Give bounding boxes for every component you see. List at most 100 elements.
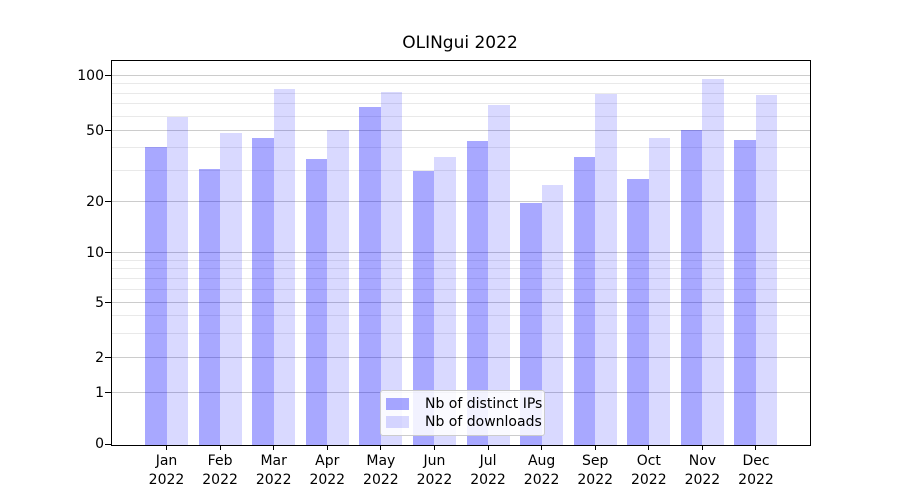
bar-downloads [220,133,242,445]
x-axis-tick-label: Jan 2022 [135,452,199,490]
x-axis-tick-label: Aug 2022 [510,452,574,490]
y-axis-tick-label: 10 [86,244,104,261]
x-axis-tick-label-line: 2022 [255,472,292,488]
bar-distinct-ips [520,202,542,445]
chart-title: OLINgui 2022 [402,33,518,53]
bar-downloads [434,156,456,445]
gridline-minor [112,103,810,105]
x-axis-tick-label-line: Aug [527,453,556,469]
x-axis-tick-label: May 2022 [349,452,413,490]
x-axis-tick-label: Jun 2022 [402,452,466,490]
x-axis-tick-label: Feb 2022 [188,452,252,490]
gridline-minor [112,92,810,94]
gridline-minor [112,315,810,317]
gridline-major [112,252,810,253]
bar-downloads [595,94,617,445]
gridline-minor [112,268,810,270]
y-axis-tick-label: 100 [77,67,104,84]
x-axis-tick [166,445,167,450]
gridline-major [112,302,810,303]
x-axis-tick-label-line: 2022 [416,472,453,488]
y-axis-tick [105,357,111,358]
bar-distinct-ips [359,107,381,445]
legend-swatch-ips [386,398,409,410]
y-axis-tick-label: 1 [95,384,104,401]
bar-distinct-ips [305,159,328,445]
bar-downloads [166,117,188,445]
legend-item: Nb of distinct IPs [386,396,543,412]
y-axis-tick-label: 20 [86,193,104,210]
x-axis-tick-label-line: 2022 [630,472,667,488]
bar-distinct-ips [412,171,435,445]
x-axis-tick [273,445,275,450]
legend-label: Nb of distinct IPs [425,396,543,412]
x-axis-tick-label-line: Mar [260,453,287,469]
x-axis-tick-label-line: Sep [582,453,609,469]
x-axis-tick-label-line: Feb [207,453,233,469]
y-axis-tick [105,443,111,445]
legend: Nb of distinct IPs Nb of downloads [380,390,545,436]
gridline-minor [112,259,810,261]
x-axis-tick-label: Nov 2022 [670,452,734,490]
bar-distinct-ips [627,179,649,445]
x-axis-tick [648,445,650,450]
x-axis-tick-label-line: 2022 [363,472,399,488]
x-axis-tick [487,445,489,450]
x-axis-tick-label-line: Jan [155,453,178,469]
gridline-major [112,130,810,131]
legend-swatch-downloads [386,416,409,428]
bar-distinct-ips [145,146,167,445]
x-axis-tick-label-line: 2022 [738,472,774,488]
gridline-minor [112,83,810,85]
x-axis-tick [326,445,328,450]
x-axis-tick [219,445,221,450]
y-axis-tick [105,201,111,202]
x-axis-tick-label-line: Oct [636,453,661,469]
x-axis-tick-label-line: 2022 [577,472,614,488]
x-axis-tick [433,445,435,450]
gridline-minor [112,332,810,334]
legend-item: Nb of downloads [386,414,542,430]
x-axis-tick-label: Dec 2022 [724,452,788,490]
y-axis-tick-label: 50 [86,122,104,139]
y-axis-tick [105,130,111,131]
plot-area: 0 1 2 5 10 20 50 100 Jan 2022 Feb 2022 Mar 2022 Apr 202… [77,60,811,488]
x-axis-tick-label-line: 2022 [470,472,506,488]
x-axis-tick-label-line: Nov [688,453,717,469]
gridline-major [112,357,810,358]
y-axis-tick [105,302,111,303]
gridline-major [112,75,810,76]
x-axis-tick-label-line: 2022 [202,472,238,488]
legend-label: Nb of downloads [425,414,542,430]
bar-distinct-ips [198,168,221,445]
y-axis-tick [105,75,111,76]
x-axis-tick-label: Oct 2022 [617,452,681,490]
gridline-minor [112,147,810,149]
x-axis-tick-label-line: 2022 [684,472,721,488]
x-axis-tick-label: Sep 2022 [563,452,627,490]
bar-distinct-ips [573,156,596,445]
bar-distinct-ips [680,129,703,445]
x-axis-tick-label-line: 2022 [309,472,346,488]
bar-downloads [541,185,564,445]
y-axis-tick-label: 5 [95,294,104,311]
x-axis-tick-label: Mar 2022 [242,452,306,490]
gridline-minor [112,288,810,290]
bar-downloads [648,137,671,445]
bar-distinct-ips [252,137,274,445]
gridline-minor [112,169,810,171]
y-axis-tick-label: 2 [95,349,104,366]
x-axis-tick [380,445,382,450]
gridline-minor [112,115,810,117]
y-axis-tick [105,252,111,253]
x-axis-tick-label-line: 2022 [523,472,560,488]
bar-downloads [380,92,403,445]
x-axis-tick-label-line: 2022 [148,472,185,488]
x-axis-tick-label-line: Dec [742,453,770,469]
x-axis-tick [594,445,596,450]
x-axis-tick [701,445,703,450]
x-axis-tick-label: Jul 2022 [456,452,520,490]
y-axis-tick [105,392,111,393]
bar-downloads [755,95,778,445]
gridline-minor [112,277,810,279]
